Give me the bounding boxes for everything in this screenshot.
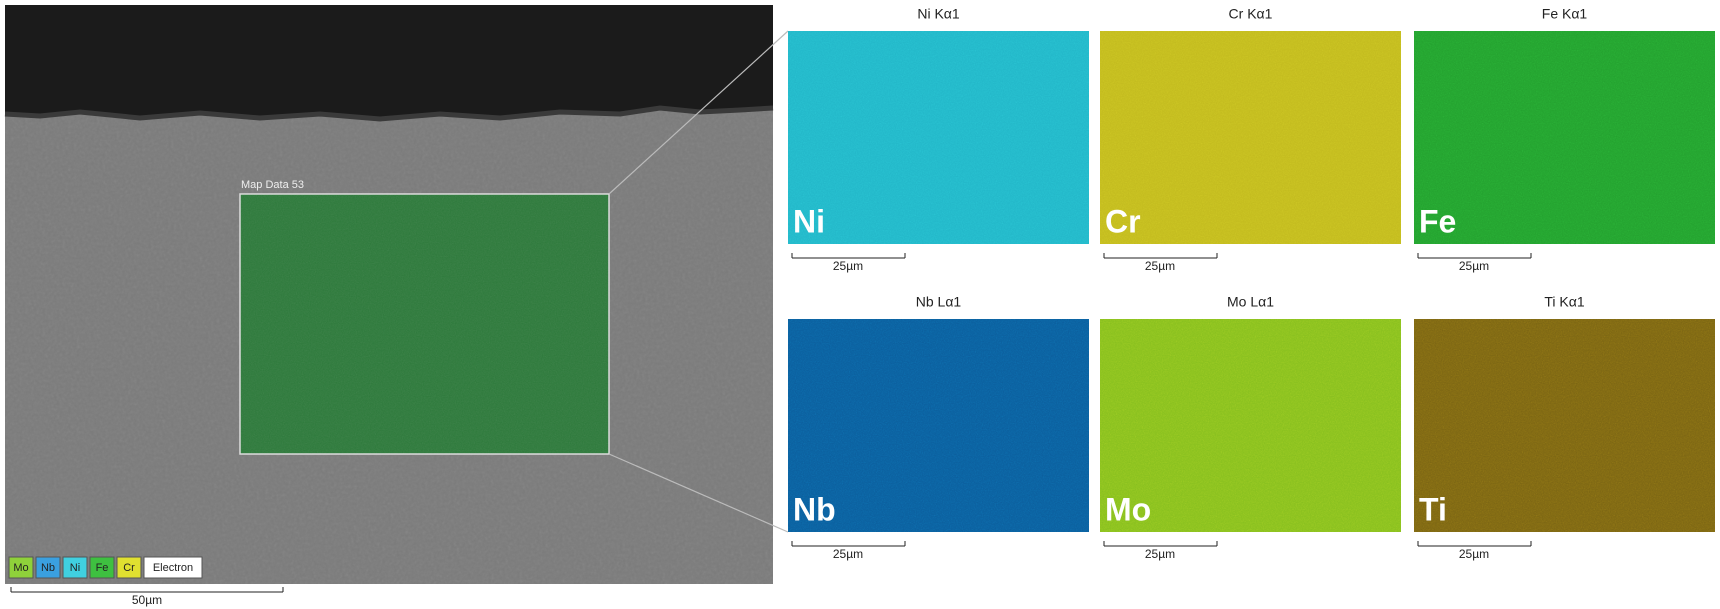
legend-label: Mo [13, 562, 28, 574]
map-texture [788, 319, 1089, 532]
map-symbol: Cr [1105, 203, 1141, 239]
scale-label: 25µm [1145, 547, 1175, 561]
legend-label: Electron [153, 562, 193, 574]
legend-label: Cr [123, 562, 135, 574]
scale-label: 25µm [1459, 547, 1489, 561]
legend-label: Fe [96, 562, 109, 574]
map-title: Cr Kα1 [1229, 6, 1273, 22]
map-title: Ti Kα1 [1544, 294, 1584, 310]
map-texture [788, 31, 1089, 244]
legend-label: Nb [41, 562, 55, 574]
map-region-texture [240, 194, 609, 454]
legend-swatch [89, 556, 115, 579]
zoom-line [608, 453, 789, 533]
map-title: Mo Lα1 [1227, 294, 1274, 310]
scale-label: 25µm [833, 259, 863, 273]
scale-label: 25µm [833, 547, 863, 561]
sem-edge [4, 105, 774, 122]
scale-label: 50µm [132, 593, 162, 607]
map-title: Fe Kα1 [1542, 6, 1588, 22]
map-title: Nb Lα1 [916, 294, 962, 310]
legend-swatch [116, 556, 142, 579]
zoom-line [608, 30, 789, 195]
map-symbol: Ti [1419, 491, 1447, 527]
legend-swatch [62, 556, 88, 579]
map-texture [1100, 319, 1401, 532]
map-texture [1100, 31, 1401, 244]
scale-label: 25µm [1459, 259, 1489, 273]
map-symbol: Fe [1419, 203, 1456, 239]
element-maps: Ni Kα1 Ni 25µm Cr Kα1 Cr 25µm Fe Kα1 Fe 25µm Nb L… [788, 6, 1715, 561]
map-texture [1414, 31, 1715, 244]
map-label: Map Data 53 [241, 179, 304, 191]
legend-swatch [143, 556, 203, 579]
map-texture [1414, 319, 1715, 532]
map-symbol: Ni [793, 203, 825, 239]
map-title: Ni Kα1 [917, 6, 960, 22]
scale-label: 25µm [1145, 259, 1175, 273]
map-symbol: Nb [793, 491, 836, 527]
legend-swatch [35, 556, 61, 579]
sem-dark-region [5, 5, 773, 119]
map-symbol: Mo [1105, 491, 1151, 527]
legend: Mo Nb Ni Fe Cr Electron [8, 556, 203, 579]
legend-label: Ni [70, 562, 80, 574]
legend-swatch [8, 556, 34, 579]
